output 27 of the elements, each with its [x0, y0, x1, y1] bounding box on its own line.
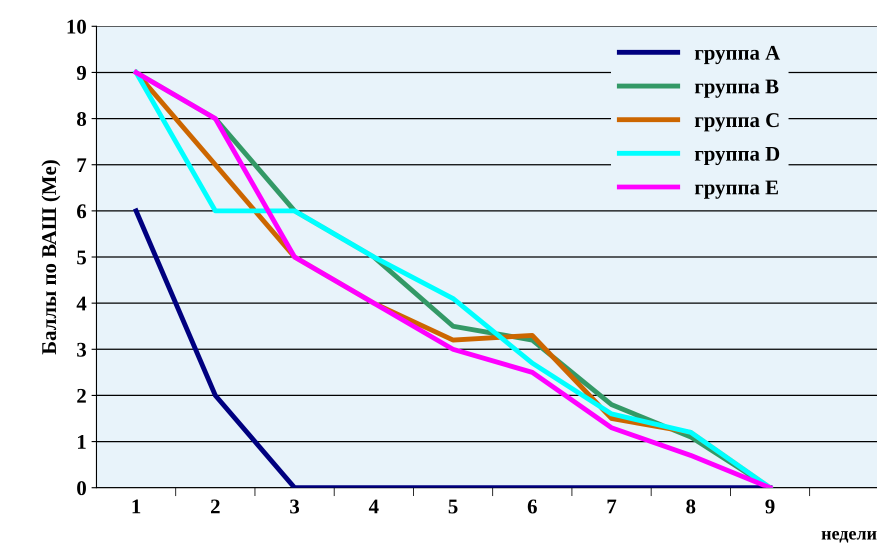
x-tick-label: 7: [608, 500, 616, 514]
x-tick-label: 9: [765, 499, 774, 514]
x-tick-label: 4: [368, 500, 379, 514]
y-tick-label: 5: [77, 250, 86, 264]
x-tick-label: 3: [290, 499, 300, 514]
x-tick-label: 8: [686, 499, 696, 514]
legend-label: группа А: [694, 46, 780, 64]
x-tick-label: 5: [448, 500, 458, 514]
y-tick-label: 10: [68, 20, 86, 34]
y-tick-label: 7: [78, 158, 86, 172]
y-tick-label: 2: [77, 388, 86, 403]
y-axis-title: Баллы по ВАШ (Me): [41, 160, 60, 354]
y-tick-label: 9: [76, 66, 86, 80]
y-tick-label: 4: [76, 296, 86, 310]
y-tick-label: 1: [78, 435, 86, 449]
x-tick-label: 1: [132, 500, 140, 514]
legend-label: группа D: [694, 146, 780, 166]
y-tick-label: 0: [77, 481, 86, 496]
legend-label: группа Е: [694, 180, 778, 199]
y-tick-label: 8: [77, 112, 86, 126]
x-tick-label: 6: [528, 499, 537, 514]
legend-label: группа С: [694, 113, 779, 132]
x-axis-title: недели: [822, 530, 877, 543]
y-tick-label: 6: [77, 204, 86, 218]
y-tick-label: 3: [77, 342, 86, 357]
x-tick-label: 2: [211, 499, 220, 514]
legend-label: группа В: [694, 80, 778, 98]
